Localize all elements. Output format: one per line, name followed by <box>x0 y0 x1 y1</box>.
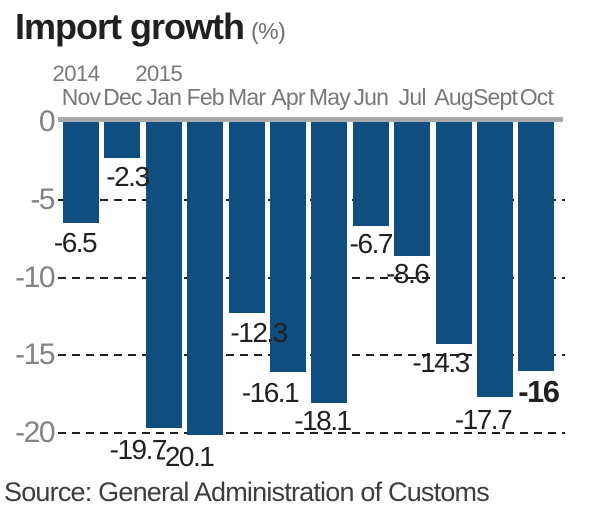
month-label: Apr <box>271 84 305 110</box>
y-axis-tick-label: 0 <box>38 105 56 138</box>
month-label: Jan <box>146 84 182 110</box>
zero-axis-line <box>58 117 563 122</box>
value-label: -12.3 <box>230 317 288 349</box>
month-label: Jul <box>398 84 427 110</box>
month-label: May <box>308 84 351 110</box>
month-label: Jun <box>353 84 389 110</box>
bar-jan <box>145 122 182 429</box>
value-label: -8.6 <box>386 257 430 289</box>
bar-apr <box>270 122 306 373</box>
bar-jun <box>352 122 389 227</box>
month-label: Oct <box>519 84 554 110</box>
month-label: Sept <box>472 84 518 110</box>
y-axis-tick-label: -10 <box>15 260 55 294</box>
month-label: Dec <box>103 84 142 110</box>
value-label: -16.1 <box>241 377 300 409</box>
value-label: -2.3 <box>106 160 150 192</box>
bar-oct <box>518 122 555 371</box>
chart-unit: (%) <box>250 18 286 44</box>
bar-sept <box>477 122 513 398</box>
value-label: -19.7 <box>109 434 168 466</box>
value-label: -14.3 <box>412 347 470 379</box>
bar-aug <box>435 122 472 345</box>
value-label: -18.1 <box>294 405 352 437</box>
month-label: Mar <box>227 84 266 110</box>
bar-jul <box>394 122 431 256</box>
value-label: -20.1 <box>157 440 215 472</box>
y-axis-tick-label: -5 <box>30 182 55 216</box>
bar-nov <box>63 122 99 224</box>
month-label: Aug <box>434 84 473 110</box>
bar-feb <box>187 122 224 435</box>
title-row: Import growth (%) <box>15 6 286 48</box>
y-axis-tick-label: -20 <box>15 416 55 449</box>
bar-dec <box>104 122 141 158</box>
year-label: 2014 <box>52 61 100 86</box>
value-label: -6.7 <box>349 228 394 260</box>
month-label: Feb <box>186 84 225 110</box>
bar-may <box>311 122 348 404</box>
year-label: 2015 <box>135 61 183 86</box>
value-label: -16 <box>518 373 560 409</box>
bar-mar <box>228 122 265 314</box>
chart-title: Import growth <box>15 6 245 47</box>
y-axis-tick-label: -15 <box>15 338 55 372</box>
gridline--20 <box>58 432 565 434</box>
value-label: -6.5 <box>53 227 98 259</box>
value-label: -17.7 <box>454 404 513 436</box>
month-label: Nov <box>61 84 101 110</box>
source-attribution: Source: General Administration of Custom… <box>4 477 490 507</box>
